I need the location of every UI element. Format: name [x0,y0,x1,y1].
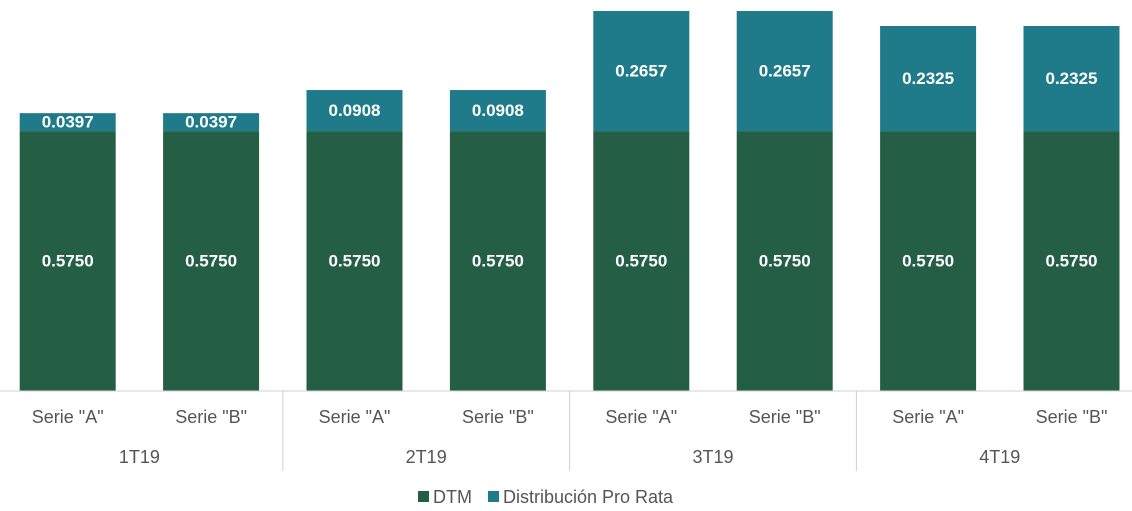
data-label: 0.2657 [759,62,811,81]
group-label: 2T19 [406,447,447,467]
data-label: 0.5750 [472,252,524,271]
data-label: 0.5750 [1046,252,1098,271]
bar-segment [449,131,546,391]
group-label: 4T19 [979,447,1020,467]
data-label: 0.0908 [329,101,381,120]
data-label: 0.0397 [42,113,94,132]
bar-segment [880,26,977,132]
bar-segment [1023,26,1120,132]
bar-segment [736,11,833,132]
data-label: 0.2657 [615,62,667,81]
x-tick-label: Serie "B" [462,407,534,427]
bar-segment [1023,131,1120,391]
bar-segment [306,90,403,132]
x-tick-label: Serie "B" [749,407,821,427]
legend-label: DTM [433,487,472,507]
x-tick-label: Serie "B" [1036,407,1108,427]
bar-segment [19,113,116,132]
bar-segment [593,11,690,132]
bar-segment [736,131,833,391]
x-tick-label: Serie "A" [605,407,677,427]
bar-segment [880,131,977,391]
legend-swatch [418,491,429,502]
legend-label: Distribución Pro Rata [503,487,674,507]
bar-segment [163,131,260,391]
x-tick-label: Serie "A" [892,407,964,427]
data-label: 0.5750 [615,252,667,271]
bar-segment [593,131,690,391]
data-label: 0.5750 [42,252,94,271]
data-label: 0.2325 [902,69,954,88]
bar-segment [449,90,546,132]
x-tick-label: Serie "A" [32,407,104,427]
bar-segment [163,113,260,132]
x-tick-label: Serie "B" [175,407,247,427]
data-label: 0.0397 [185,113,237,132]
data-label: 0.5750 [902,252,954,271]
data-label: 0.5750 [759,252,811,271]
legend-swatch [488,491,499,502]
data-label: 0.5750 [329,252,381,271]
data-label: 0.5750 [185,252,237,271]
data-label: 0.2325 [1046,69,1098,88]
group-label: 1T19 [119,447,160,467]
x-tick-label: Serie "A" [319,407,391,427]
group-label: 3T19 [692,447,733,467]
bar-segment [306,131,403,391]
bar-segment [19,131,116,391]
data-label: 0.0908 [472,101,524,120]
